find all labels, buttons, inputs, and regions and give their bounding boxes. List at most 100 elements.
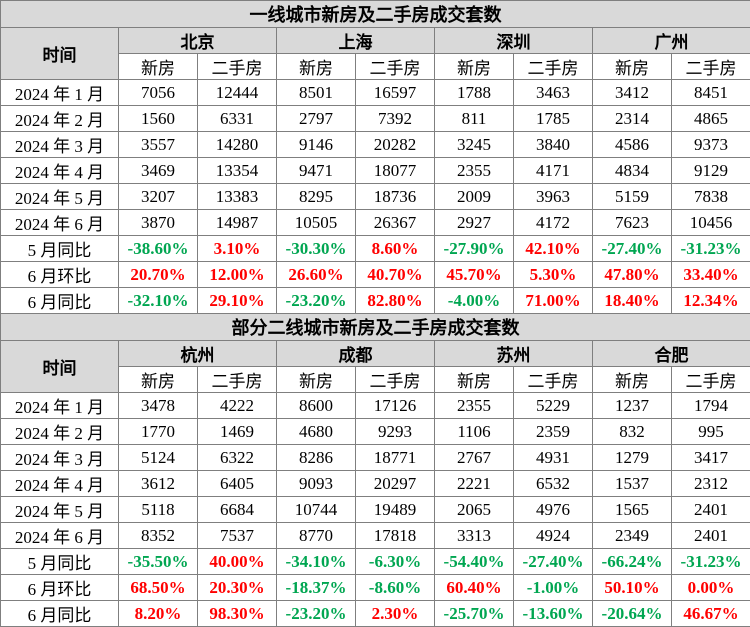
value-cell: 3.10%: [198, 236, 277, 262]
value-cell: 10505: [277, 210, 356, 236]
subheader: 新房: [435, 367, 514, 393]
value-cell: 3870: [119, 210, 198, 236]
value-cell: 26367: [356, 210, 435, 236]
value-cell: 2.30%: [356, 601, 435, 627]
city-header-row: 时间北京上海深圳广州: [1, 28, 750, 54]
value-cell: 1279: [593, 445, 672, 471]
row-label: 2024 年 1 月: [1, 393, 119, 419]
value-cell: 40.70%: [356, 262, 435, 288]
value-cell: 2355: [435, 158, 514, 184]
value-cell: 2349: [593, 523, 672, 549]
value-cell: 8352: [119, 523, 198, 549]
value-cell: -30.30%: [277, 236, 356, 262]
subheader: 新房: [119, 54, 198, 80]
section-title: 部分二线城市新房及二手房成交套数: [1, 314, 750, 341]
value-cell: 2009: [435, 184, 514, 210]
value-cell: 8770: [277, 523, 356, 549]
row-label: 6 月环比: [1, 575, 119, 601]
value-cell: 16597: [356, 80, 435, 106]
value-cell: 7056: [119, 80, 198, 106]
value-cell: 3469: [119, 158, 198, 184]
data-row: 5 月同比-35.50%40.00%-34.10%-6.30%-54.40%-2…: [1, 549, 750, 575]
value-cell: 13383: [198, 184, 277, 210]
subheader: 新房: [119, 367, 198, 393]
city-header-row: 时间杭州成都苏州合肥: [1, 341, 750, 367]
subheader: 新房: [435, 54, 514, 80]
value-cell: 1770: [119, 419, 198, 445]
city-header: 深圳: [435, 28, 593, 54]
value-cell: 9129: [672, 158, 750, 184]
subheader: 二手房: [356, 367, 435, 393]
value-cell: 47.80%: [593, 262, 672, 288]
value-cell: 3417: [672, 445, 750, 471]
value-cell: 17818: [356, 523, 435, 549]
value-cell: -6.30%: [356, 549, 435, 575]
value-cell: 811: [435, 106, 514, 132]
value-cell: 5.30%: [514, 262, 593, 288]
subheader: 新房: [277, 367, 356, 393]
value-cell: 12444: [198, 80, 277, 106]
value-cell: 7623: [593, 210, 672, 236]
section-title: 一线城市新房及二手房成交套数: [1, 1, 750, 28]
value-cell: 3463: [514, 80, 593, 106]
value-cell: 9373: [672, 132, 750, 158]
row-label: 2024 年 3 月: [1, 132, 119, 158]
value-cell: 2797: [277, 106, 356, 132]
value-cell: -66.24%: [593, 549, 672, 575]
value-cell: 3557: [119, 132, 198, 158]
value-cell: -35.50%: [119, 549, 198, 575]
value-cell: -27.90%: [435, 236, 514, 262]
row-label: 5 月同比: [1, 236, 119, 262]
value-cell: 6684: [198, 497, 277, 523]
value-cell: 1106: [435, 419, 514, 445]
value-cell: 20297: [356, 471, 435, 497]
value-cell: 18771: [356, 445, 435, 471]
value-cell: 18.40%: [593, 288, 672, 314]
value-cell: 12.00%: [198, 262, 277, 288]
value-cell: -25.70%: [435, 601, 514, 627]
value-cell: 1537: [593, 471, 672, 497]
value-cell: 4222: [198, 393, 277, 419]
value-cell: 3245: [435, 132, 514, 158]
value-cell: -27.40%: [514, 549, 593, 575]
title-row: 一线城市新房及二手房成交套数: [1, 1, 750, 28]
subheader: 二手房: [198, 54, 277, 80]
value-cell: 18736: [356, 184, 435, 210]
value-cell: 2767: [435, 445, 514, 471]
time-header: 时间: [1, 341, 119, 393]
value-cell: 4976: [514, 497, 593, 523]
value-cell: -32.10%: [119, 288, 198, 314]
title-row: 部分二线城市新房及二手房成交套数: [1, 314, 750, 341]
value-cell: 71.00%: [514, 288, 593, 314]
value-cell: 3840: [514, 132, 593, 158]
value-cell: 1788: [435, 80, 514, 106]
value-cell: 7537: [198, 523, 277, 549]
value-cell: -38.60%: [119, 236, 198, 262]
value-cell: 3207: [119, 184, 198, 210]
value-cell: 3478: [119, 393, 198, 419]
value-cell: 19489: [356, 497, 435, 523]
value-cell: 7392: [356, 106, 435, 132]
value-cell: 13354: [198, 158, 277, 184]
value-cell: -13.60%: [514, 601, 593, 627]
row-label: 2024 年 6 月: [1, 210, 119, 236]
value-cell: 2401: [672, 523, 750, 549]
value-cell: 4172: [514, 210, 593, 236]
value-cell: 14987: [198, 210, 277, 236]
value-cell: 2065: [435, 497, 514, 523]
value-cell: 4834: [593, 158, 672, 184]
value-cell: 40.00%: [198, 549, 277, 575]
value-cell: 4931: [514, 445, 593, 471]
row-label: 5 月同比: [1, 549, 119, 575]
value-cell: 9146: [277, 132, 356, 158]
value-cell: 98.30%: [198, 601, 277, 627]
value-cell: 8600: [277, 393, 356, 419]
value-cell: 0.00%: [672, 575, 750, 601]
value-cell: 5229: [514, 393, 593, 419]
